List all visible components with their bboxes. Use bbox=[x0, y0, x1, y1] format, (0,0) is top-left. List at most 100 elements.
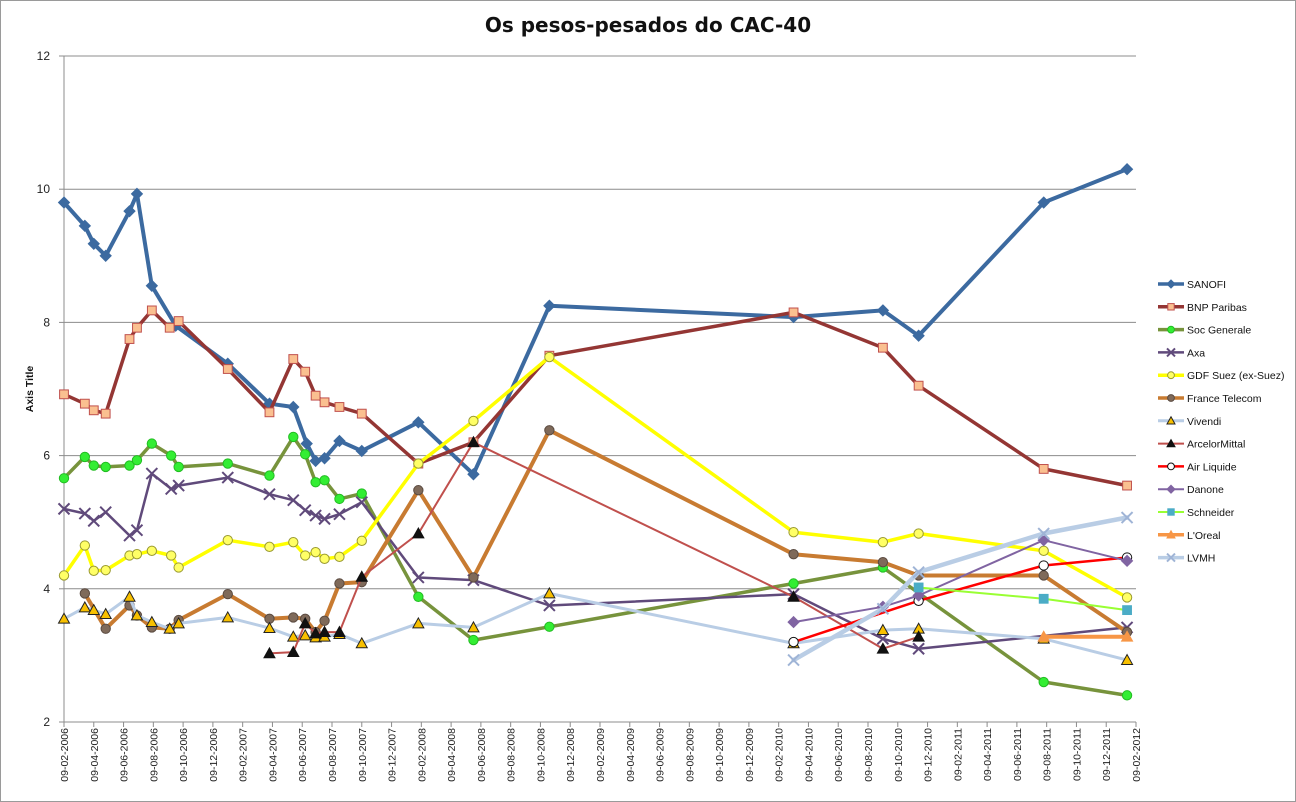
legend-label: L'Oreal bbox=[1187, 530, 1221, 542]
legend-entry: Vivendi bbox=[1158, 415, 1221, 428]
data-point bbox=[1166, 415, 1176, 425]
data-point bbox=[78, 600, 92, 613]
data-point bbox=[412, 616, 425, 629]
data-point bbox=[298, 616, 312, 629]
x-tick-label: 09-02-2009 bbox=[595, 728, 607, 782]
y-tick-label: 8 bbox=[43, 315, 50, 329]
data-point bbox=[1037, 527, 1050, 540]
series-line bbox=[62, 472, 1129, 650]
data-point bbox=[146, 438, 158, 449]
data-point bbox=[319, 475, 330, 486]
data-point bbox=[145, 279, 159, 292]
data-point bbox=[263, 488, 276, 501]
legend-entry: ArcelorMittal bbox=[1158, 438, 1245, 451]
data-point bbox=[356, 408, 367, 419]
data-point bbox=[356, 488, 367, 499]
x-tick-label: 09-02-2012 bbox=[1131, 728, 1143, 782]
x-tick-label: 09-02-2007 bbox=[238, 728, 250, 782]
data-point bbox=[132, 322, 142, 333]
data-point bbox=[57, 196, 71, 209]
series-10 bbox=[913, 582, 1132, 616]
data-point bbox=[913, 582, 924, 593]
x-tick-label: 09-08-2007 bbox=[327, 728, 339, 782]
data-point bbox=[131, 455, 143, 466]
data-point bbox=[1121, 592, 1133, 603]
data-point bbox=[164, 322, 175, 333]
data-point bbox=[100, 408, 111, 419]
data-point bbox=[318, 625, 331, 637]
x-tick-label: 09-10-2008 bbox=[535, 728, 547, 782]
data-point bbox=[334, 402, 345, 412]
data-point bbox=[264, 541, 275, 553]
data-point bbox=[1037, 630, 1051, 642]
data-point bbox=[544, 621, 555, 632]
y-axis-ticks: 2 4 6 8 10 12 bbox=[37, 49, 64, 729]
x-tick-label: 09-06-2009 bbox=[655, 728, 667, 782]
series-line bbox=[917, 586, 1129, 612]
data-point bbox=[1038, 464, 1049, 474]
data-point bbox=[57, 502, 71, 516]
x-tick-label: 09-08-2010 bbox=[863, 728, 875, 782]
data-point bbox=[88, 460, 99, 471]
data-point bbox=[300, 550, 311, 561]
data-point bbox=[788, 527, 799, 538]
legend-entry: BNP Paribas bbox=[1158, 302, 1247, 314]
x-tick-label: 09-06-2011 bbox=[1012, 728, 1024, 781]
data-point bbox=[1038, 570, 1049, 581]
data-point bbox=[787, 653, 800, 667]
legend-entry: Schneider bbox=[1158, 507, 1235, 519]
data-point bbox=[413, 458, 424, 469]
data-point bbox=[172, 479, 185, 492]
legend-entry: LVMH bbox=[1158, 553, 1215, 565]
data-point bbox=[87, 237, 100, 251]
data-point bbox=[173, 562, 184, 573]
data-point bbox=[877, 342, 888, 353]
data-point bbox=[788, 548, 799, 560]
y-tick-label: 4 bbox=[43, 582, 50, 596]
data-point bbox=[263, 646, 276, 659]
data-point bbox=[467, 468, 480, 481]
data-point bbox=[333, 434, 346, 448]
data-point bbox=[173, 461, 184, 473]
x-tick-label: 09-04-2009 bbox=[625, 728, 637, 782]
data-point bbox=[543, 599, 556, 612]
data-point bbox=[1038, 545, 1049, 557]
data-point bbox=[310, 390, 321, 401]
data-point bbox=[123, 590, 136, 602]
data-point bbox=[88, 405, 99, 416]
data-point bbox=[166, 450, 177, 461]
data-point bbox=[288, 431, 299, 443]
legend: SANOFI BNP Paribas Soc Generale Axa GDF Suez… bbox=[1158, 279, 1284, 565]
x-tick-label: 09-06-2007 bbox=[297, 728, 309, 782]
data-point bbox=[355, 570, 369, 582]
data-point bbox=[1120, 511, 1134, 524]
legend-entry: Air Liquide bbox=[1158, 461, 1237, 473]
data-point bbox=[145, 615, 159, 627]
x-tick-label: 09-02-2008 bbox=[416, 728, 428, 782]
data-point bbox=[1166, 347, 1176, 358]
data-point bbox=[123, 204, 136, 218]
data-point bbox=[1122, 480, 1132, 491]
data-point bbox=[146, 545, 158, 557]
data-point bbox=[876, 304, 890, 317]
data-point bbox=[468, 634, 479, 646]
x-tick-label: 09-02-2011 bbox=[952, 728, 964, 781]
data-point bbox=[1166, 279, 1176, 289]
data-point bbox=[319, 615, 330, 626]
data-point bbox=[173, 316, 184, 326]
data-point bbox=[788, 636, 799, 648]
data-point bbox=[544, 351, 555, 363]
data-point bbox=[166, 550, 177, 561]
data-point bbox=[333, 508, 346, 521]
chart-title: Os pesos-pesados do CAC-40 bbox=[485, 13, 811, 37]
data-point bbox=[88, 565, 99, 576]
data-point bbox=[1038, 560, 1049, 571]
x-tick-label: 09-10-2010 bbox=[893, 728, 905, 782]
data-point bbox=[413, 591, 424, 602]
data-point bbox=[100, 461, 111, 473]
data-point bbox=[298, 504, 312, 517]
data-point bbox=[1166, 529, 1176, 539]
data-point bbox=[300, 366, 311, 377]
data-point bbox=[100, 564, 111, 576]
